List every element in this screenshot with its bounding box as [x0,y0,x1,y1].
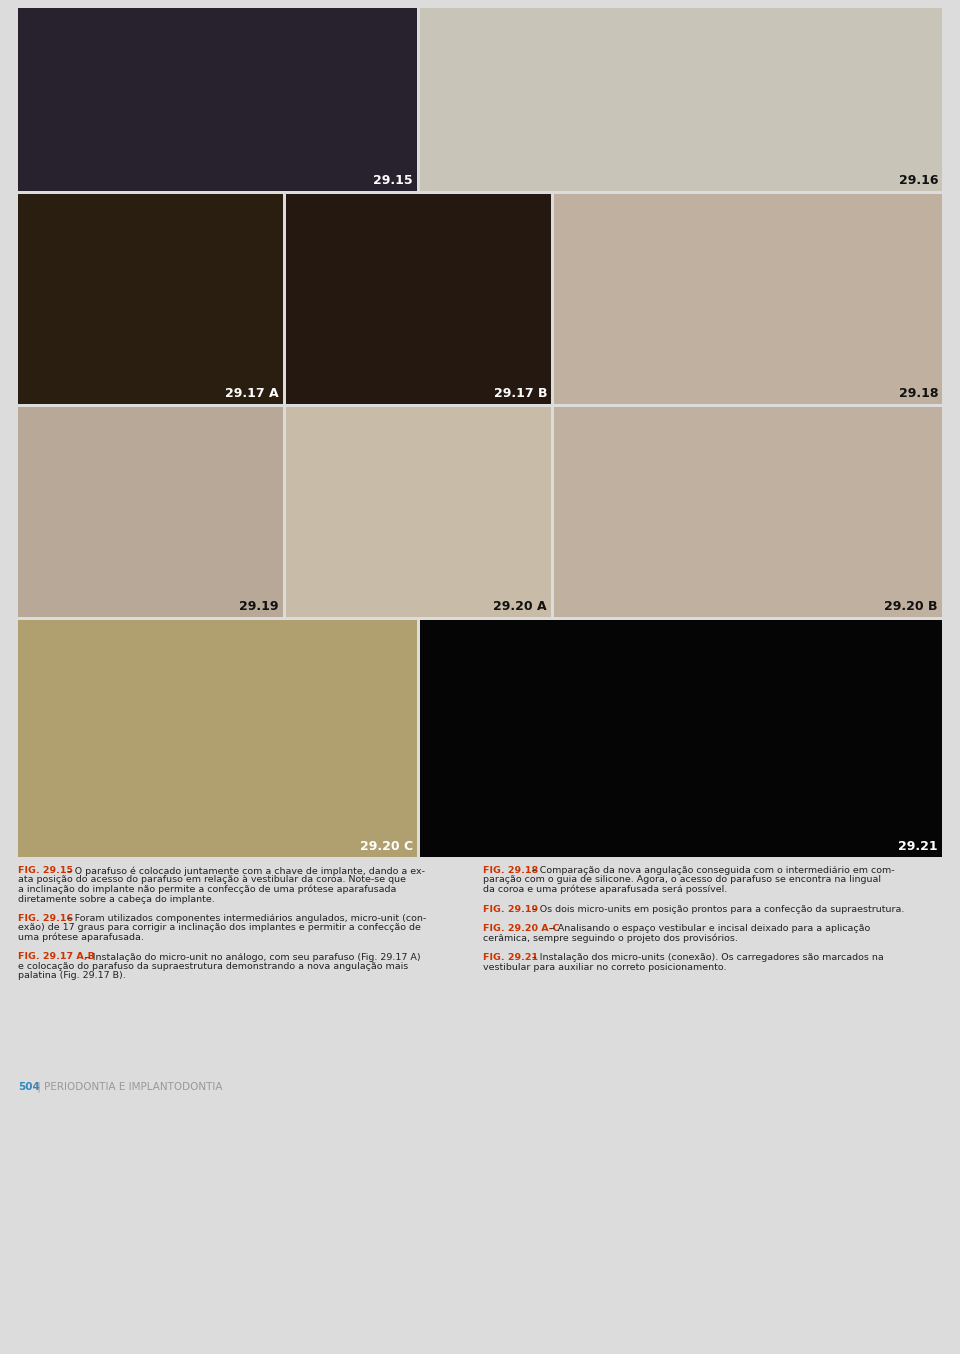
Text: ata posição do acesso do parafuso em relação à vestibular da coroa. Note-se que: ata posição do acesso do parafuso em rel… [18,876,406,884]
Text: – Instalação do micro-unit no análogo, com seu parafuso (Fig. 29.17 A): – Instalação do micro-unit no análogo, c… [83,952,421,961]
Text: 29.20 B: 29.20 B [884,600,938,613]
Text: FIG. 29.20 A-C: FIG. 29.20 A-C [483,923,560,933]
Text: – O parafuso é colocado juntamente com a chave de implante, dando a ex-: – O parafuso é colocado juntamente com a… [64,867,425,876]
Text: da coroa e uma prótese aparafusada será possível.: da coroa e uma prótese aparafusada será … [483,886,728,895]
Text: FIG. 29.18: FIG. 29.18 [483,867,539,875]
Bar [18,194,283,403]
Text: 29.19: 29.19 [239,600,279,613]
Text: 504: 504 [18,1082,40,1091]
Text: 29.17 B: 29.17 B [493,387,547,399]
Text: FIG. 29.21: FIG. 29.21 [483,953,539,961]
Text: 29.18: 29.18 [899,387,938,399]
Text: FIG. 29.16: FIG. 29.16 [18,914,73,923]
Text: – Analisando o espaço vestibular e incisal deixado para a aplicação: – Analisando o espaço vestibular e incis… [547,923,871,933]
Text: 29.17 A: 29.17 A [226,387,279,399]
Text: vestibular para auxiliar no correto posicionamento.: vestibular para auxiliar no correto posi… [483,963,727,972]
Text: FIG. 29.19: FIG. 29.19 [483,904,539,914]
Bar [18,8,417,191]
Bar [286,408,551,617]
Bar [18,408,283,617]
Text: uma prótese aparafusada.: uma prótese aparafusada. [18,933,144,942]
Text: 29.21: 29.21 [899,839,938,853]
Text: e colocação do parafuso da supraestrutura demonstrando a nova angulação mais: e colocação do parafuso da supraestrutur… [18,961,408,971]
Text: | PERIODONTIA E IMPLANTODONTIA: | PERIODONTIA E IMPLANTODONTIA [34,1082,222,1093]
Text: – Foram utilizados componentes intermediários angulados, micro-unit (con-: – Foram utilizados componentes intermedi… [64,914,426,923]
Text: FIG. 29.17 A,B: FIG. 29.17 A,B [18,952,95,961]
Bar [554,408,942,617]
Text: exão) de 17 graus para corrigir a inclinação dos implantes e permitir a confecçã: exão) de 17 graus para corrigir a inclin… [18,923,420,933]
Text: diretamente sobre a cabeça do implante.: diretamente sobre a cabeça do implante. [18,895,215,903]
Bar [420,8,942,191]
Bar [554,194,942,403]
Bar [420,620,942,857]
Text: 29.20 C: 29.20 C [360,839,413,853]
Text: – Instalação dos micro-units (conexão). Os carregadores são marcados na: – Instalação dos micro-units (conexão). … [529,953,884,961]
Text: 29.20 A: 29.20 A [493,600,547,613]
Text: a inclinação do implante não permite a confecção de uma prótese aparafusada: a inclinação do implante não permite a c… [18,886,396,895]
Text: paração com o guia de silicone. Agora, o acesso do parafuso se encontra na lingu: paração com o guia de silicone. Agora, o… [483,876,881,884]
Text: – Os dois micro-units em posição prontos para a confecção da supraestrutura.: – Os dois micro-units em posição prontos… [529,904,904,914]
Text: – Comparação da nova angulação conseguida com o intermediário em com-: – Comparação da nova angulação conseguid… [529,867,895,875]
Text: cerâmica, sempre seguindo o projeto dos provisórios.: cerâmica, sempre seguindo o projeto dos … [483,933,738,942]
Bar [18,620,417,857]
Bar [286,194,551,403]
Text: 29.16: 29.16 [899,175,938,187]
Text: FIG. 29.15: FIG. 29.15 [18,867,73,875]
Text: palatina (Fig. 29.17 B).: palatina (Fig. 29.17 B). [18,972,126,980]
Text: 29.15: 29.15 [373,175,413,187]
